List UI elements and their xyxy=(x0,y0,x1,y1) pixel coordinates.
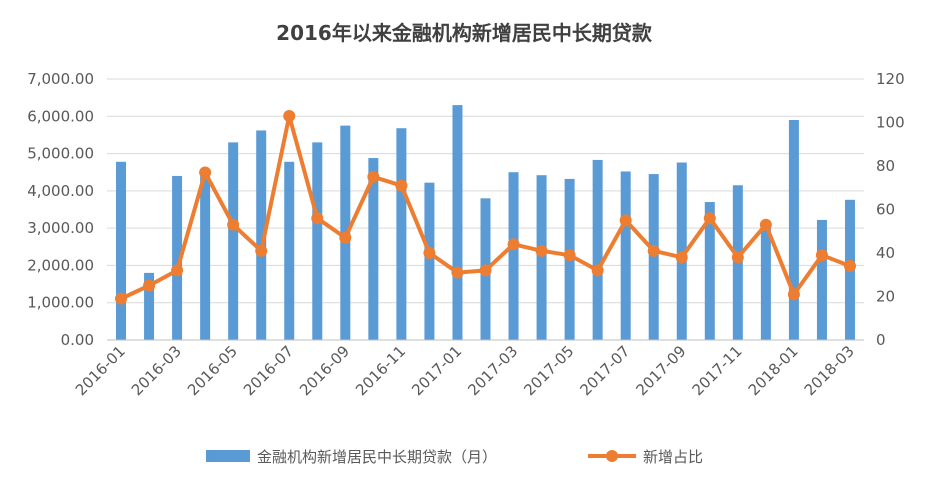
line-point xyxy=(731,251,744,264)
right-y-tick-label: 100 xyxy=(876,114,905,132)
bar xyxy=(284,161,295,340)
line-point xyxy=(703,212,716,225)
bar xyxy=(676,162,687,340)
x-tick-label: 2018-01 xyxy=(745,342,802,399)
line-point xyxy=(619,214,632,227)
line-point xyxy=(423,247,436,259)
bar xyxy=(536,175,547,340)
bar xyxy=(704,202,715,340)
right-y-axis: 0 20 40 60 80 100 120 xyxy=(876,70,905,349)
left-y-axis: 0.00 1,000.00 2,000.00 3,000.00 4,000.00 5,00… xyxy=(27,70,94,349)
line-point xyxy=(227,218,240,231)
x-tick-label: 2016-03 xyxy=(128,342,185,399)
line-point xyxy=(535,244,548,257)
right-y-tick-label: 80 xyxy=(876,157,895,175)
x-tick-label: 2016-11 xyxy=(352,342,409,399)
x-axis: 2016-01 2016-03 2016-05 2016-07 2016-09 2016-… xyxy=(72,339,864,399)
bar xyxy=(312,142,323,340)
line-point xyxy=(339,231,352,244)
line-point xyxy=(479,264,492,277)
bar xyxy=(368,158,379,340)
x-tick-label: 2016-05 xyxy=(184,342,241,399)
line-point xyxy=(171,264,184,277)
line-point xyxy=(395,179,408,192)
bar xyxy=(228,142,239,340)
line-point xyxy=(311,212,324,225)
line-series xyxy=(115,109,856,305)
left-y-tick-label: 1,000.00 xyxy=(27,294,94,312)
line-point xyxy=(843,260,856,273)
line-point xyxy=(563,249,576,262)
right-y-tick-label: 20 xyxy=(876,288,895,306)
line-point xyxy=(367,170,380,183)
bar xyxy=(424,182,435,340)
bar xyxy=(452,105,463,340)
bar xyxy=(172,175,183,340)
bar xyxy=(144,272,155,340)
left-y-tick-label: 2,000.00 xyxy=(27,256,94,274)
legend-line-label: 新增占比 xyxy=(643,448,703,466)
bar xyxy=(256,130,267,340)
bar xyxy=(592,159,603,340)
bar xyxy=(648,174,659,340)
right-y-tick-label: 60 xyxy=(876,201,895,219)
bar xyxy=(760,224,771,340)
line-point xyxy=(815,249,828,262)
legend-bar-swatch xyxy=(206,450,250,462)
line-point xyxy=(507,238,520,251)
x-tick-label: 2018-03 xyxy=(801,342,858,399)
line-point xyxy=(283,109,296,122)
line-point xyxy=(647,244,660,257)
line-point xyxy=(143,279,156,292)
x-tick-label: 2017-07 xyxy=(576,342,633,399)
bar xyxy=(620,171,631,340)
x-tick-label: 2016-09 xyxy=(296,342,353,399)
bar xyxy=(508,172,519,340)
chart-title: 2016年以来金融机构新增居民中长期贷款 xyxy=(276,21,653,45)
left-y-tick-label: 3,000.00 xyxy=(27,219,94,237)
line-point xyxy=(591,264,604,277)
line-point xyxy=(675,251,688,264)
bar-series xyxy=(116,105,855,340)
right-y-tick-label: 40 xyxy=(876,244,895,262)
x-tick-label: 2017-09 xyxy=(633,342,690,399)
legend-bar-label: 金融机构新增居民中长期贷款（月） xyxy=(257,448,497,466)
x-tick-label: 2017-11 xyxy=(689,342,746,399)
left-y-tick-label: 4,000.00 xyxy=(27,182,94,200)
x-tick-label: 2017-05 xyxy=(520,342,577,399)
bar xyxy=(788,120,799,340)
bar xyxy=(396,128,407,340)
line-point xyxy=(759,218,772,231)
legend-line-marker xyxy=(606,450,618,462)
right-y-tick-label: 120 xyxy=(876,70,905,88)
legend: 金融机构新增居民中长期贷款（月） 新增占比 xyxy=(206,448,703,466)
line-point xyxy=(115,292,128,305)
left-y-tick-label: 6,000.00 xyxy=(27,107,94,125)
bar xyxy=(116,161,127,340)
x-tick-label: 2016-01 xyxy=(72,342,129,399)
x-tick-label: 2017-03 xyxy=(464,342,521,399)
line-point xyxy=(787,288,800,301)
line-point xyxy=(199,166,212,179)
right-y-tick-label: 0 xyxy=(876,331,886,349)
line-point xyxy=(255,244,268,257)
line-point xyxy=(451,266,464,279)
x-tick-label: 2017-01 xyxy=(408,342,465,399)
left-y-tick-label: 7,000.00 xyxy=(27,70,94,88)
left-y-tick-label: 5,000.00 xyxy=(27,145,94,163)
x-tick-label: 2016-07 xyxy=(240,342,297,399)
bar xyxy=(200,175,211,340)
bar xyxy=(816,219,827,340)
left-y-tick-label: 0.00 xyxy=(61,331,94,349)
